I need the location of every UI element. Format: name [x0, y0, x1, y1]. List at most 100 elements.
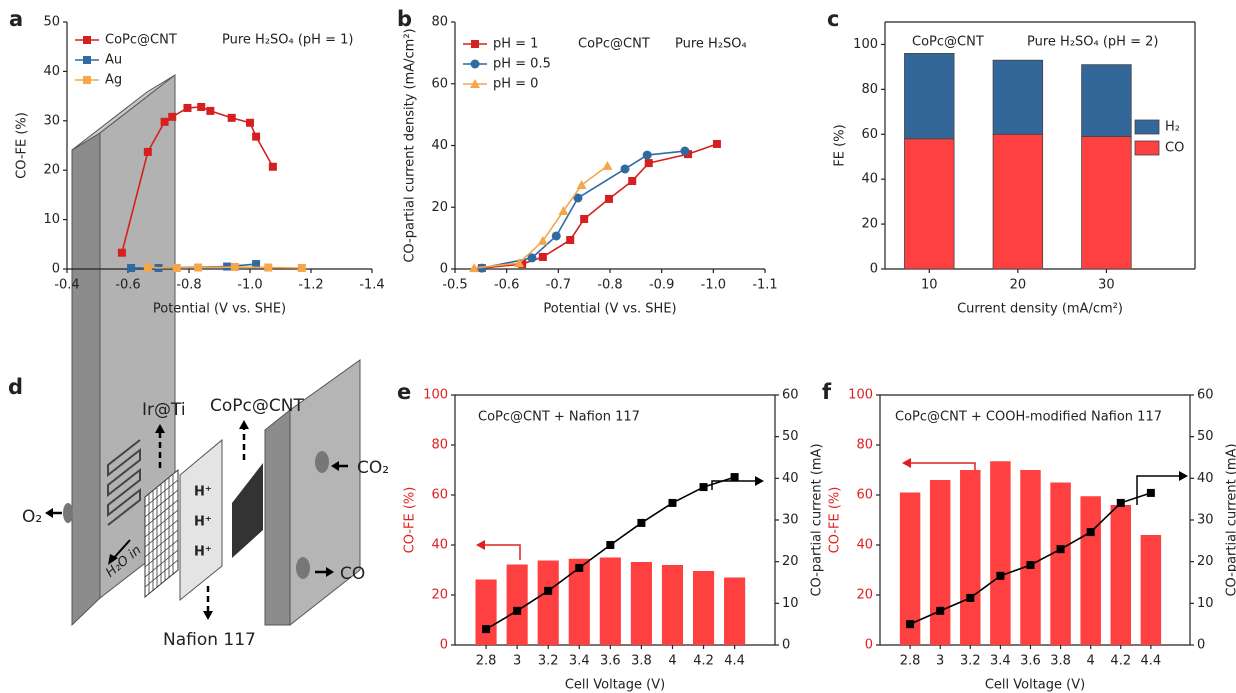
y-tick-label: 0 — [440, 638, 448, 653]
bar — [599, 557, 621, 645]
marker — [230, 263, 239, 272]
marker — [576, 180, 587, 190]
marker — [668, 498, 677, 507]
x-tick-label: 3 — [936, 654, 944, 669]
y-tick-label: 0 — [870, 262, 878, 277]
port — [63, 503, 73, 523]
bar — [1140, 535, 1162, 645]
arrow-head — [155, 424, 165, 433]
marker — [573, 193, 583, 203]
y2-axis-label: CO-partial current (mA) — [810, 443, 825, 596]
x-axis-label: Cell Voltage (V) — [565, 678, 665, 693]
annotation: Pure H₂SO₄ — [675, 37, 747, 52]
annotation: CoPc@CNT + COOH-modified Nafion 117 — [895, 410, 1162, 425]
x-tick-label: -0.7 — [546, 278, 571, 293]
legend-swatch — [1134, 140, 1160, 156]
marker — [544, 586, 553, 595]
proton-label: H⁺ — [194, 545, 212, 560]
y-axis-label: CO-FE (%) — [403, 487, 418, 554]
y-tick-label: 80 — [431, 15, 448, 30]
legend-label: CO — [1165, 141, 1184, 156]
proton-label: H⁺ — [194, 515, 212, 530]
marker — [477, 263, 487, 273]
axis-arrow — [711, 480, 756, 490]
bar — [537, 560, 559, 645]
marker — [246, 118, 254, 127]
y-tick-label: 100 — [853, 37, 878, 52]
x-tick-label: 3.8 — [1050, 654, 1071, 669]
y-tick-label: 60 — [431, 76, 448, 91]
y2-tick-label: 30 — [782, 513, 799, 528]
y-axis-label: CO-FE (%) — [15, 112, 30, 179]
y2-tick-label: 50 — [1197, 429, 1214, 444]
x-tick-label: -0.9 — [649, 278, 674, 293]
marker — [538, 252, 547, 261]
y2-tick-label: 50 — [782, 429, 799, 444]
marker — [252, 260, 261, 269]
port — [296, 557, 310, 579]
y-axis-label: CO-partial current density (mA/cm²) — [403, 28, 418, 262]
x-axis-label: Cell Voltage (V) — [985, 678, 1085, 693]
y-tick-label: 30 — [43, 113, 60, 128]
bar — [960, 470, 981, 645]
y-tick-label: 50 — [43, 15, 60, 30]
marker — [471, 40, 479, 48]
x-tick-label: -1.0 — [237, 278, 262, 293]
arrow-head — [239, 420, 249, 429]
y-axis-label: CO-FE (%) — [828, 487, 843, 554]
annotation: Pure H₂SO₄ (pH = 1) — [222, 33, 353, 48]
arrow-head — [108, 554, 118, 565]
bar — [899, 492, 921, 645]
marker — [1086, 528, 1095, 537]
anode-label: Ir@Ti — [142, 400, 186, 420]
x-tick-label: 2.8 — [900, 654, 921, 669]
marker — [1056, 545, 1065, 554]
diagram: d H₂O in O₂ H⁺ H⁺ H⁺ CO₂ CO Ir@Ti CoPc@C… — [8, 73, 389, 650]
y2-tick-label: 60 — [1197, 388, 1214, 403]
x-tick-label: 4.2 — [693, 654, 714, 669]
y-tick-label: 20 — [431, 588, 448, 603]
arrow-head — [331, 461, 339, 471]
marker — [602, 160, 613, 170]
mesh-grid — [144, 475, 179, 594]
arrow-head — [1179, 471, 1188, 481]
cathode-label: CoPc@CNT — [210, 396, 304, 416]
arrow-head — [476, 540, 485, 550]
marker — [83, 76, 91, 84]
marker — [527, 253, 537, 263]
y2-tick-label: 60 — [782, 388, 799, 403]
x-axis-label: Potential (V vs. SHE) — [543, 302, 676, 317]
marker — [470, 59, 480, 69]
marker — [143, 263, 152, 272]
marker — [264, 263, 273, 272]
bar — [1110, 505, 1132, 645]
annotation: CoPc@CNT — [578, 37, 650, 52]
bar — [1050, 482, 1071, 645]
annotation: Pure H₂SO₄ (pH = 2) — [1027, 35, 1158, 50]
x-tick-label: -0.8 — [176, 278, 201, 293]
x-tick-label: -1.1 — [752, 278, 777, 293]
flow-channel — [107, 439, 141, 526]
panel-label: a — [9, 7, 23, 31]
x-tick-label: 3.4 — [569, 654, 590, 669]
x-tick-label: 3.4 — [990, 654, 1011, 669]
bar — [929, 480, 951, 645]
marker — [580, 214, 589, 223]
x-tick-label: 10 — [921, 278, 938, 293]
arrow-head — [45, 508, 53, 518]
marker — [620, 164, 630, 174]
y-tick-label: 100 — [423, 388, 448, 403]
x-tick-label: 3.6 — [600, 654, 621, 669]
series-line — [147, 266, 302, 269]
annotation: CoPc@CNT + Nafion 117 — [478, 410, 640, 425]
marker — [469, 263, 480, 273]
x-axis-label: Current density (mA/cm²) — [957, 302, 1123, 317]
y-tick-label: 0 — [865, 638, 873, 653]
co-label: CO — [340, 564, 365, 584]
marker — [558, 205, 569, 215]
cathode-layer — [232, 463, 263, 558]
marker — [906, 620, 915, 629]
x-tick-label: -0.6 — [494, 278, 519, 293]
marker — [227, 113, 236, 122]
